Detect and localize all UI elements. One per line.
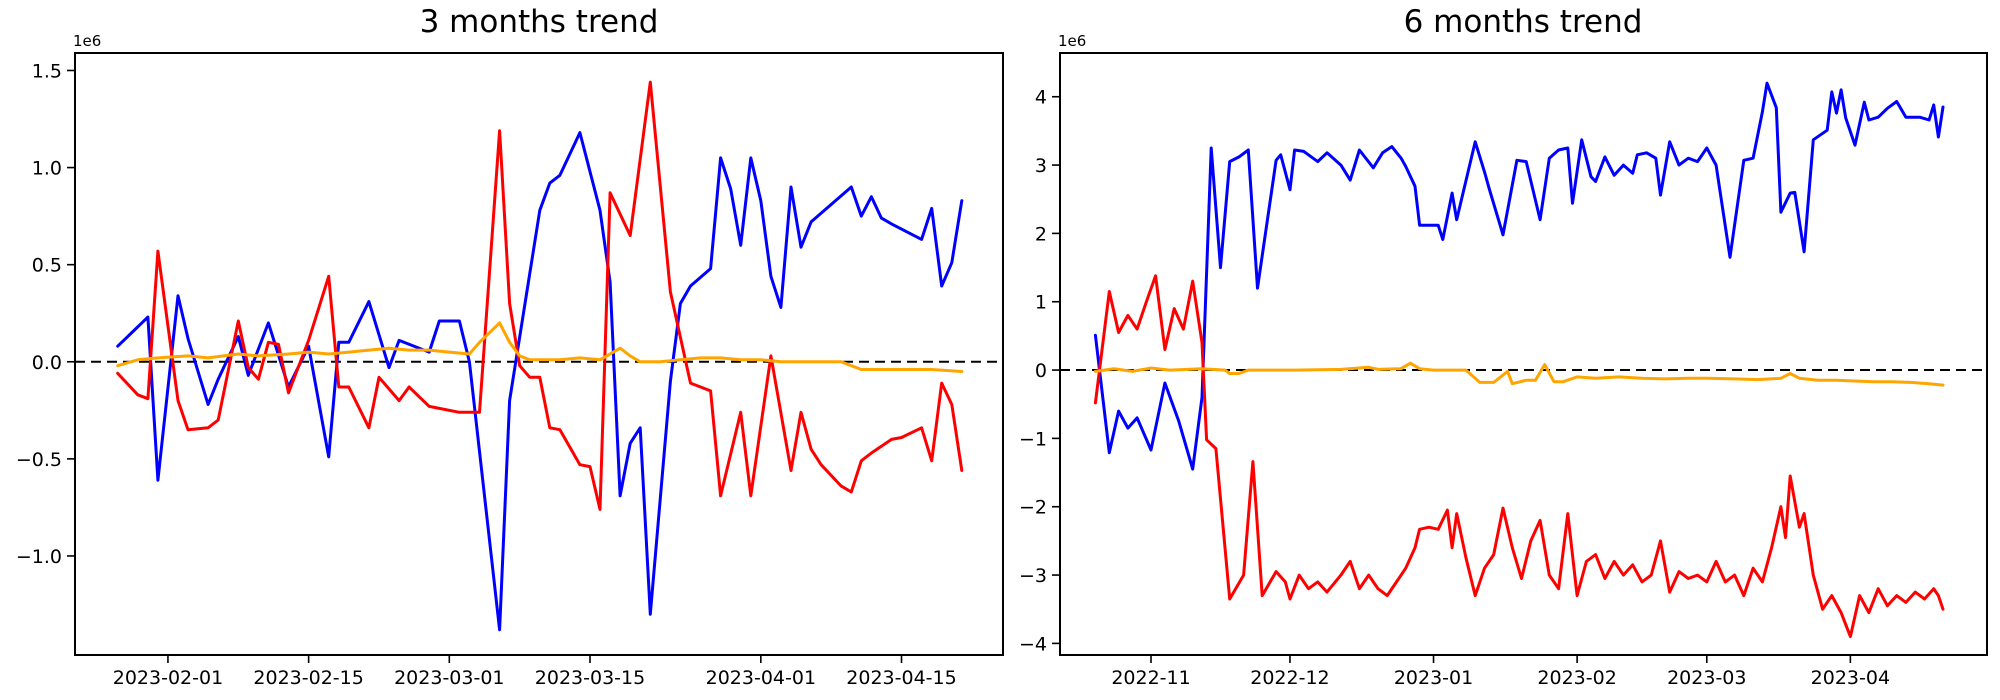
axes-spines [1059, 52, 1988, 656]
x-tick-label: 2023-04 [1811, 667, 1890, 689]
x-tick-label: 2023-03-15 [535, 667, 645, 689]
x-axis: 2023-02-01 2023-02-15 2023-03-01 2023-03-15… [113, 655, 957, 689]
x-tick-label: 2023-03-01 [394, 667, 504, 689]
y-tick-label: 1 [1035, 292, 1047, 314]
orange-line [1093, 361, 1945, 387]
x-tick-label: 2022-12 [1250, 667, 1329, 689]
red-line [116, 80, 964, 511]
y-tick-label: −4 [1019, 633, 1047, 655]
chart-3-months-trend: −1.0 −0.5 0.0 0.5 1.0 1.5 2023-02-01 2023-02-15… [16, 32, 1004, 689]
x-axis: 2022-11 2022-12 2023-01 2023-02 2023-03 2023-… [1111, 655, 1890, 689]
y-tick-label: 0.0 [32, 352, 62, 374]
x-tick-label: 2022-11 [1111, 667, 1190, 689]
y-axis-offset-label: 1e6 [73, 32, 101, 50]
chart-title-6-months: 6 months trend [1403, 4, 1643, 40]
chart-title-3-months: 3 months trend [419, 4, 659, 40]
orange-line [116, 321, 964, 373]
chart-6-months-trend: −4 −3 −2 −1 0 1 2 3 4 2022-11 2022-12 2023-01 2023-0… [1019, 32, 1988, 689]
x-tick-label: 2023-04-01 [706, 667, 816, 689]
y-tick-label: 0.5 [32, 255, 62, 277]
x-tick-label: 2023-02 [1537, 667, 1616, 689]
y-axis-offset-label: 1e6 [1058, 32, 1086, 50]
y-tick-label: 4 [1035, 87, 1047, 109]
y-axis: −1.0 −0.5 0.0 0.5 1.0 1.5 [16, 60, 75, 568]
y-tick-label: 2 [1035, 223, 1047, 245]
axes-spines [74, 52, 1004, 656]
x-tick-label: 2023-02-15 [253, 667, 363, 689]
y-tick-label: −1.0 [16, 546, 62, 568]
y-tick-label: 1.0 [32, 158, 62, 180]
x-tick-label: 2023-01 [1394, 667, 1473, 689]
y-tick-label: 3 [1035, 155, 1047, 177]
x-tick-label: 2023-03 [1667, 667, 1746, 689]
y-axis: −4 −3 −2 −1 0 1 2 3 4 [1019, 87, 1060, 655]
y-tick-label: −3 [1019, 565, 1047, 587]
x-tick-label: 2023-02-01 [113, 667, 223, 689]
y-tick-label: 0 [1035, 360, 1047, 382]
x-tick-label: 2023-04-15 [846, 667, 956, 689]
y-tick-label: −0.5 [16, 449, 62, 471]
y-tick-label: 1.5 [32, 60, 62, 82]
y-tick-label: −2 [1019, 497, 1047, 519]
blue-line [1093, 81, 1945, 471]
red-line [1093, 274, 1945, 639]
y-tick-label: −1 [1019, 428, 1047, 450]
